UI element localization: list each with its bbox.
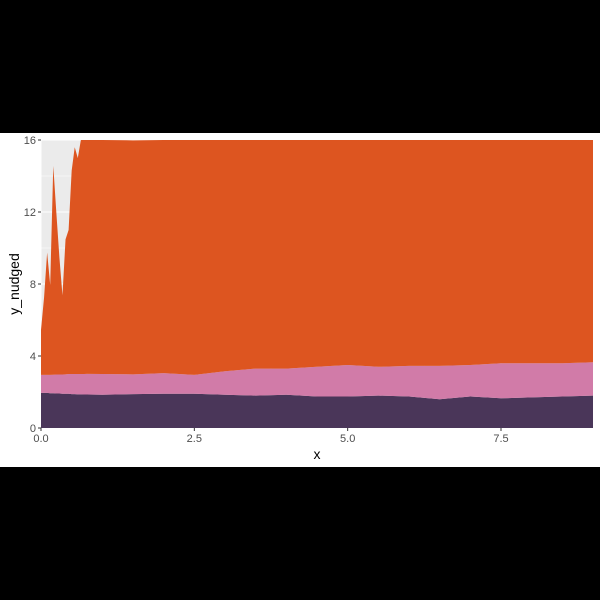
area-series-2 xyxy=(41,362,593,400)
x-axis-title: x xyxy=(314,446,321,462)
y-tick-label: 4 xyxy=(30,351,36,363)
y-tick-label: 0 xyxy=(30,423,36,435)
chart-panel: 0 4 8 12 16 0.0 2.5 5.0 7.5 x y_nudged xyxy=(0,133,600,467)
x-axis: 0.0 2.5 5.0 7.5 xyxy=(33,428,509,445)
x-tick-label: 7.5 xyxy=(493,433,508,445)
x-tick-label: 5.0 xyxy=(340,433,355,445)
y-tick-label: 12 xyxy=(24,207,36,219)
area-series-1 xyxy=(41,392,593,428)
y-tick-label: 16 xyxy=(24,135,36,147)
y-axis: 0 4 8 12 16 xyxy=(24,135,41,435)
x-tick-label: 0.0 xyxy=(33,433,48,445)
y-axis-title: y_nudged xyxy=(6,253,22,315)
x-tick-label: 2.5 xyxy=(187,433,202,445)
series-areas xyxy=(41,140,593,428)
stacked-area-chart: 0 4 8 12 16 0.0 2.5 5.0 7.5 x y_nudged xyxy=(6,135,593,462)
y-tick-label: 8 xyxy=(30,279,36,291)
area-series-3 xyxy=(41,140,593,375)
